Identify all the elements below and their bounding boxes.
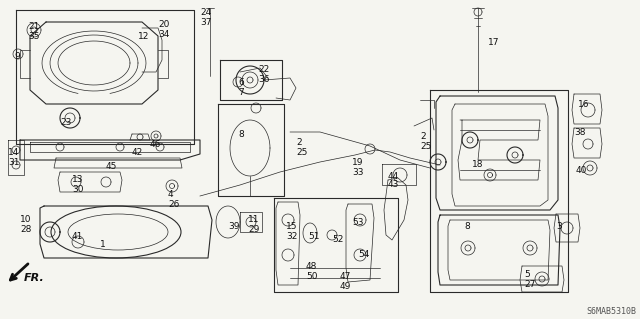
Text: 9: 9 — [14, 52, 20, 61]
Text: 10
28: 10 28 — [20, 215, 31, 234]
Text: 5
27: 5 27 — [524, 270, 536, 289]
Text: 2
25: 2 25 — [296, 138, 307, 157]
Text: 42: 42 — [132, 148, 143, 157]
Text: 3: 3 — [556, 222, 562, 231]
Text: 24
37: 24 37 — [200, 8, 211, 27]
Text: 44: 44 — [388, 172, 399, 181]
Text: 53: 53 — [352, 218, 364, 227]
Text: 6
7: 6 7 — [238, 78, 244, 97]
Text: 16: 16 — [578, 100, 589, 109]
Text: S6MAB5310B: S6MAB5310B — [586, 307, 636, 316]
Text: 45: 45 — [106, 162, 117, 171]
Text: 18: 18 — [472, 160, 483, 169]
Text: 23: 23 — [60, 118, 72, 127]
Text: 13
30: 13 30 — [72, 175, 83, 194]
Text: 39: 39 — [228, 222, 239, 231]
Text: 12: 12 — [138, 32, 149, 41]
Text: 51: 51 — [308, 232, 319, 241]
Text: 22
36: 22 36 — [258, 65, 269, 85]
Text: 52: 52 — [332, 235, 344, 244]
Text: 21
35: 21 35 — [28, 22, 40, 41]
Text: 19
33: 19 33 — [352, 158, 364, 177]
Text: 8: 8 — [464, 222, 470, 231]
Text: 38: 38 — [574, 128, 586, 137]
Text: 43: 43 — [388, 180, 399, 189]
Text: 4
26: 4 26 — [168, 190, 179, 209]
Text: 14
31: 14 31 — [8, 148, 19, 167]
Text: 47
49: 47 49 — [340, 272, 351, 291]
Text: 20
34: 20 34 — [158, 20, 170, 40]
Text: 40: 40 — [576, 166, 588, 175]
Text: 17: 17 — [488, 38, 499, 47]
Text: 1: 1 — [100, 240, 106, 249]
Text: FR.: FR. — [24, 273, 45, 283]
Text: 54: 54 — [358, 250, 369, 259]
Text: 8: 8 — [238, 130, 244, 139]
Text: 11
29: 11 29 — [248, 215, 259, 234]
Text: 48
50: 48 50 — [306, 262, 317, 281]
Text: 15
32: 15 32 — [286, 222, 298, 241]
Text: 2
25: 2 25 — [420, 132, 431, 152]
Text: 46: 46 — [150, 140, 161, 149]
Text: 41: 41 — [72, 232, 83, 241]
